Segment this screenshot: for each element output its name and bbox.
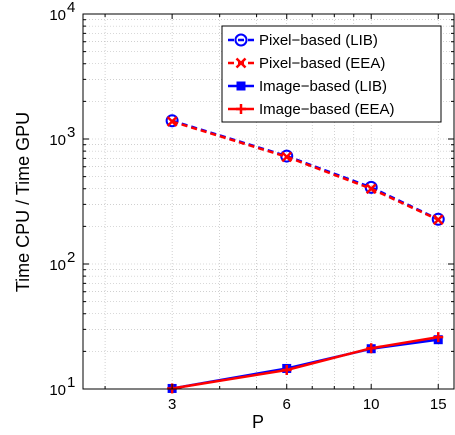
legend-label: Pixel−based (EEA) xyxy=(259,55,385,72)
y-tick-label: 10 xyxy=(49,382,66,399)
x-tick-label: 6 xyxy=(283,396,291,413)
y-tick-label-exponent: 1 xyxy=(67,374,75,391)
x-axis-label: P xyxy=(252,412,264,432)
ticks xyxy=(83,14,454,390)
x-tick-label: 10 xyxy=(363,396,380,413)
series-line xyxy=(171,120,439,221)
marker-circle xyxy=(234,33,248,47)
y-axis-label: Time CPU / Time GPU xyxy=(13,112,33,292)
y-tick-label-exponent: 3 xyxy=(67,124,75,141)
y-tick-label: 10 xyxy=(49,257,66,274)
marker-circle xyxy=(431,212,445,226)
marker-x xyxy=(235,57,247,69)
marker-x xyxy=(166,116,178,127)
marker-x xyxy=(432,214,444,226)
x-tick-label: 3 xyxy=(168,396,176,413)
legend-box xyxy=(221,25,442,123)
y-tick-label: 10 xyxy=(49,132,66,149)
y-tick-label: 10 xyxy=(49,7,66,24)
legend: Pixel−based (LIB) Pixel−based (EEA) Image−… xyxy=(221,25,442,123)
marker-circle xyxy=(165,114,179,128)
series-line xyxy=(171,335,439,390)
marker-x xyxy=(365,183,377,195)
y-tick-label-exponent: 4 xyxy=(67,0,75,16)
x-tick-label: 15 xyxy=(430,396,447,413)
legend-label: Pixel−based (LIB) xyxy=(259,32,378,49)
y-tick-label-exponent: 2 xyxy=(67,249,75,266)
legend-label: Image−based (LIB) xyxy=(259,78,387,95)
series xyxy=(166,116,444,226)
legend-label: Image−based (EEA) xyxy=(259,101,395,118)
plot-frame xyxy=(82,13,455,390)
marker-x xyxy=(281,151,293,163)
marker-square xyxy=(236,81,246,91)
